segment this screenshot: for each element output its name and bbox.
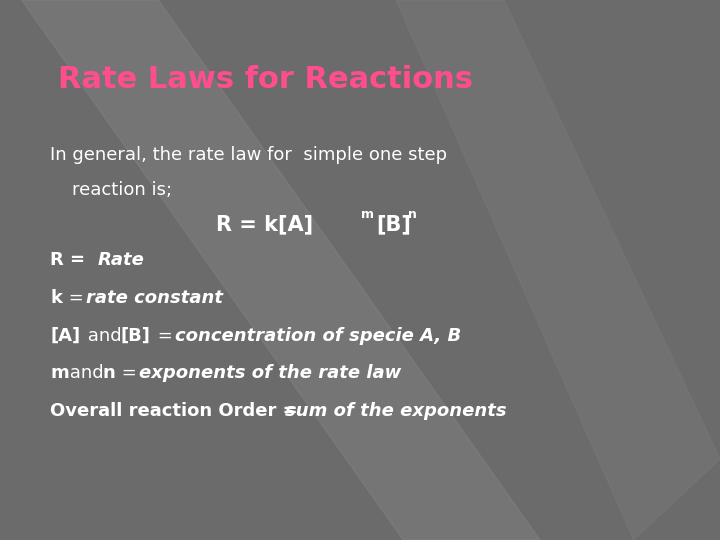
Text: rate constant: rate constant — [86, 289, 222, 307]
Text: n: n — [408, 208, 417, 221]
Text: [A]: [A] — [50, 327, 81, 345]
Text: m: m — [361, 208, 374, 221]
Text: concentration of specie A, B: concentration of specie A, B — [175, 327, 462, 345]
Text: Rate: Rate — [97, 251, 144, 269]
Text: [B]: [B] — [377, 214, 411, 234]
Text: [B]: [B] — [121, 327, 150, 345]
Text: k: k — [50, 289, 63, 307]
Text: Overall reaction Order =: Overall reaction Order = — [50, 402, 305, 420]
Text: =: = — [63, 289, 90, 307]
Text: =: = — [116, 364, 143, 382]
Text: sum of the exponents: sum of the exponents — [285, 402, 507, 420]
Text: and: and — [82, 327, 127, 345]
Polygon shape — [22, 0, 540, 540]
Text: and: and — [64, 364, 109, 382]
Text: exponents of the rate law: exponents of the rate law — [139, 364, 401, 382]
Polygon shape — [396, 0, 720, 540]
Text: R = k[A]: R = k[A] — [216, 214, 313, 234]
Text: Rate Laws for Reactions: Rate Laws for Reactions — [58, 65, 472, 94]
Text: =: = — [152, 327, 179, 345]
Text: R =: R = — [50, 251, 91, 269]
Text: reaction is;: reaction is; — [72, 181, 172, 199]
Text: In general, the rate law for  simple one step: In general, the rate law for simple one … — [50, 146, 448, 164]
Text: m: m — [50, 364, 69, 382]
Text: n: n — [103, 364, 116, 382]
